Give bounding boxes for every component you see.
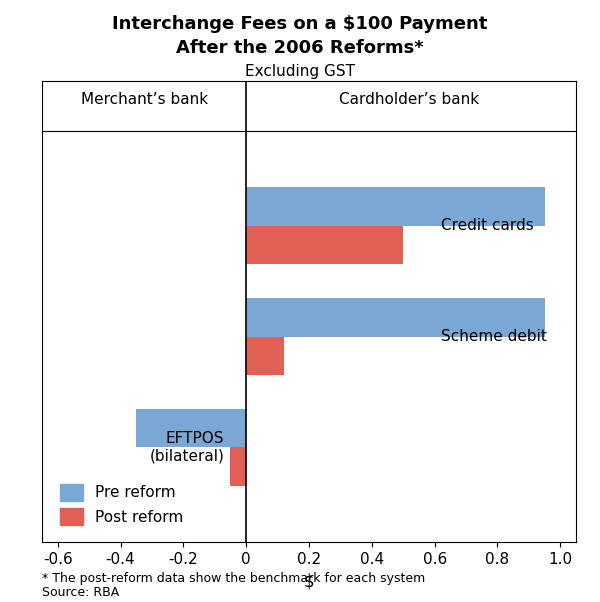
Text: Cardholder’s bank: Cardholder’s bank (340, 92, 479, 107)
Text: Interchange Fees on a $100 Payment: Interchange Fees on a $100 Payment (112, 15, 488, 33)
Text: * The post-reform data show the benchmark for each system: * The post-reform data show the benchmar… (42, 572, 425, 585)
Bar (136, 409, 246, 447)
Bar (230, 447, 246, 486)
Bar (246, 187, 545, 226)
Text: EFTPOS
(bilateral): EFTPOS (bilateral) (149, 431, 224, 464)
Bar (246, 226, 403, 264)
Text: Excluding GST: Excluding GST (245, 64, 355, 79)
Legend: Pre reform, Post reform: Pre reform, Post reform (61, 484, 184, 525)
Bar (246, 297, 545, 337)
Text: After the 2006 Reforms*: After the 2006 Reforms* (176, 39, 424, 57)
Text: Source: RBA: Source: RBA (42, 586, 119, 599)
Bar (246, 337, 284, 375)
Text: Merchant’s bank: Merchant’s bank (80, 92, 208, 107)
Text: Scheme debit: Scheme debit (441, 329, 547, 344)
X-axis label: $: $ (304, 572, 314, 590)
Text: Credit cards: Credit cards (441, 218, 533, 233)
